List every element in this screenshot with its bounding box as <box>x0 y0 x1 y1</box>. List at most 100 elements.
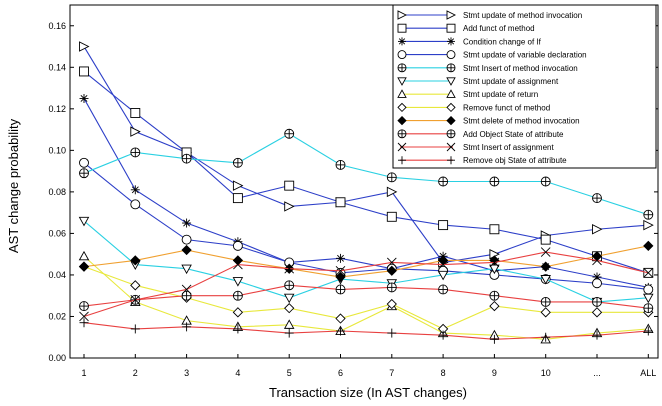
legend-item: Stmt update of assignment <box>397 77 559 86</box>
data-point <box>540 176 551 187</box>
legend-marker <box>447 156 455 165</box>
y-tick-label: 0.14 <box>48 62 66 72</box>
data-point <box>232 157 243 168</box>
data-point <box>540 275 551 285</box>
legend-marker <box>446 63 456 73</box>
legend-marker <box>397 142 407 152</box>
data-point <box>592 193 602 204</box>
data-point <box>181 234 192 245</box>
legend-marker <box>397 102 407 113</box>
x-tick-label: 1 <box>81 368 86 378</box>
series-line <box>83 251 649 317</box>
data-point <box>283 319 295 329</box>
x-tick-label: 8 <box>441 368 446 378</box>
data-point <box>643 268 654 278</box>
data-point <box>438 284 449 295</box>
y-axis: 0.00 0.02 0.04 0.06 0.08 0.10 0.12 0.14 0.16 <box>48 21 658 363</box>
data-point <box>130 108 141 118</box>
x-tick-label: 10 <box>541 368 551 378</box>
data-point <box>489 334 499 344</box>
data-point <box>335 313 346 324</box>
data-point <box>335 284 346 295</box>
legend-item: Add Object State of attribute <box>397 129 564 139</box>
x-tick-label: ALL <box>640 368 656 378</box>
data-point <box>643 293 654 304</box>
legend-label: Stmt update of return <box>463 90 538 99</box>
data-point <box>78 250 90 261</box>
data-point <box>79 93 89 103</box>
data-point <box>130 255 141 266</box>
legend-label: Stmt update of method invocation <box>463 11 582 20</box>
legend-marker <box>446 89 456 98</box>
data-point <box>489 257 500 268</box>
y-tick-label: 0.00 <box>48 353 66 363</box>
data-point <box>232 240 243 251</box>
data-point <box>386 298 397 310</box>
data-point <box>489 176 500 187</box>
data-point <box>232 193 243 204</box>
data-point <box>79 311 89 322</box>
legend-label: Add Object State of attribute <box>463 130 564 139</box>
data-point <box>284 280 295 291</box>
x-axis: 1 2 3 4 5 6 7 8 9 10... ALL <box>81 354 656 378</box>
legend-marker <box>446 77 456 86</box>
x-tick-label: 2 <box>133 368 138 378</box>
data-point <box>592 278 602 289</box>
legend-label: Stmt Insert of method invocation <box>463 64 578 73</box>
legend-marker <box>446 129 456 139</box>
data-point <box>79 318 89 328</box>
legend-label: Stmt update of variable declaration <box>463 51 587 60</box>
data-point <box>386 257 397 268</box>
legend-label: Condition change of If <box>463 37 542 46</box>
legend-marker <box>397 115 407 126</box>
y-tick-label: 0.12 <box>48 104 66 114</box>
data-point <box>182 218 192 228</box>
data-point <box>643 209 654 220</box>
data-point <box>284 303 295 314</box>
data-point <box>79 41 90 52</box>
data-point <box>438 330 448 340</box>
data-point <box>79 301 89 312</box>
data-point <box>232 180 244 191</box>
data-point <box>130 295 141 305</box>
y-tick-label: 0.02 <box>48 311 66 321</box>
legend-item: Stmt Insert of assignment <box>397 142 554 152</box>
data-point <box>387 328 397 338</box>
data-point <box>181 264 192 275</box>
data-point <box>540 296 551 307</box>
series-line <box>83 220 649 303</box>
data-point <box>233 324 243 334</box>
data-point <box>386 265 397 276</box>
data-point <box>386 211 397 222</box>
series-10 <box>79 280 654 314</box>
data-point <box>130 185 140 195</box>
series-9 <box>78 240 654 283</box>
data-point <box>643 303 654 314</box>
data-point <box>540 307 551 318</box>
data-point <box>438 259 448 270</box>
legend-item: Condition change of If <box>398 37 542 46</box>
data-point <box>489 300 500 312</box>
data-point <box>592 330 602 340</box>
data-point <box>592 255 602 266</box>
data-point <box>182 322 192 332</box>
legend-marker <box>446 142 456 152</box>
data-point <box>232 307 244 318</box>
legend-item: Stmt update of variable declaration <box>397 50 587 60</box>
data-point <box>540 247 551 257</box>
legend-marker <box>446 115 456 126</box>
data-point <box>541 332 551 342</box>
data-point <box>181 244 192 256</box>
data-point <box>591 307 603 318</box>
legend-marker <box>397 129 407 139</box>
legend-label: Stmt delete of method invocation <box>463 117 580 126</box>
legend-item: Stmt delete of method invocation <box>397 115 580 126</box>
data-point <box>130 280 141 291</box>
data-point <box>283 293 295 304</box>
legend-marker <box>397 10 408 20</box>
data-point <box>643 240 654 252</box>
legend-marker <box>446 10 457 20</box>
data-point <box>181 284 192 295</box>
data-point <box>592 296 602 307</box>
